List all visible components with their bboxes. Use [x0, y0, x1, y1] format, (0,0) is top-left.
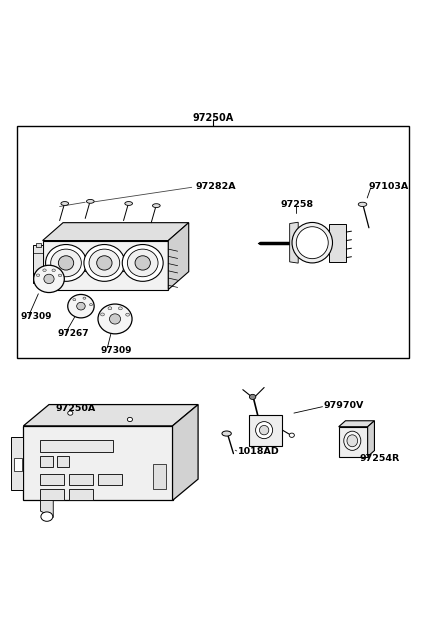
Bar: [118, 255, 129, 271]
Text: 97267: 97267: [58, 329, 89, 338]
Polygon shape: [249, 415, 282, 446]
Ellipse shape: [43, 269, 46, 271]
Text: 1018AD: 1018AD: [238, 447, 279, 456]
Ellipse shape: [83, 297, 86, 299]
Bar: [69, 489, 93, 500]
Polygon shape: [23, 426, 173, 500]
Ellipse shape: [86, 199, 94, 203]
Ellipse shape: [84, 244, 125, 282]
Polygon shape: [290, 222, 298, 263]
Polygon shape: [339, 427, 368, 457]
Ellipse shape: [68, 411, 73, 415]
Ellipse shape: [108, 307, 112, 310]
Bar: [69, 474, 93, 485]
Ellipse shape: [126, 313, 130, 316]
Ellipse shape: [89, 303, 92, 306]
Bar: [17, 125, 409, 358]
Ellipse shape: [135, 256, 150, 270]
Ellipse shape: [125, 202, 132, 205]
Polygon shape: [33, 245, 43, 283]
Ellipse shape: [97, 256, 112, 270]
Ellipse shape: [77, 302, 85, 310]
Ellipse shape: [51, 249, 81, 276]
Bar: [36, 242, 41, 247]
Ellipse shape: [358, 202, 367, 206]
Ellipse shape: [222, 431, 231, 436]
Ellipse shape: [122, 244, 163, 282]
Ellipse shape: [34, 266, 64, 293]
Ellipse shape: [118, 307, 122, 310]
Ellipse shape: [127, 249, 158, 276]
Ellipse shape: [344, 431, 361, 450]
Text: 97258: 97258: [280, 200, 314, 209]
Ellipse shape: [98, 304, 132, 334]
Ellipse shape: [289, 433, 294, 437]
Polygon shape: [23, 404, 198, 426]
Polygon shape: [40, 500, 53, 518]
Ellipse shape: [89, 249, 120, 276]
Text: 97250A: 97250A: [55, 404, 95, 413]
Ellipse shape: [101, 313, 104, 316]
Text: 97970V: 97970V: [324, 401, 364, 410]
Ellipse shape: [58, 274, 62, 276]
Text: 97254R: 97254R: [360, 454, 400, 463]
Ellipse shape: [256, 422, 273, 439]
Polygon shape: [11, 437, 23, 490]
Bar: [14, 458, 22, 471]
Bar: [80, 255, 91, 271]
Ellipse shape: [44, 274, 54, 284]
Polygon shape: [368, 421, 374, 457]
Ellipse shape: [41, 512, 53, 521]
Text: 97309: 97309: [20, 312, 52, 321]
Text: 97103A: 97103A: [368, 181, 409, 190]
Ellipse shape: [68, 294, 94, 318]
Ellipse shape: [292, 222, 332, 263]
Bar: [98, 474, 122, 485]
Text: 97250A: 97250A: [193, 113, 233, 123]
Text: 97309: 97309: [100, 346, 132, 355]
Ellipse shape: [249, 394, 256, 399]
Ellipse shape: [347, 435, 357, 447]
Polygon shape: [339, 421, 374, 427]
Polygon shape: [173, 404, 198, 500]
Ellipse shape: [109, 314, 121, 324]
Ellipse shape: [46, 244, 86, 282]
Polygon shape: [168, 222, 189, 289]
Bar: [40, 474, 64, 485]
Bar: [153, 464, 166, 489]
Ellipse shape: [259, 426, 269, 435]
Ellipse shape: [296, 227, 328, 258]
Ellipse shape: [61, 202, 69, 205]
Ellipse shape: [153, 204, 160, 208]
Ellipse shape: [36, 274, 40, 276]
Bar: [57, 456, 69, 467]
Ellipse shape: [52, 269, 55, 271]
Polygon shape: [43, 240, 168, 289]
Bar: [40, 440, 113, 452]
Polygon shape: [43, 222, 189, 240]
Bar: [329, 224, 346, 262]
Ellipse shape: [73, 298, 76, 301]
Bar: [40, 489, 64, 500]
Ellipse shape: [58, 256, 74, 270]
Text: 97282A: 97282A: [196, 181, 236, 190]
Ellipse shape: [127, 417, 132, 422]
Bar: [40, 456, 53, 467]
